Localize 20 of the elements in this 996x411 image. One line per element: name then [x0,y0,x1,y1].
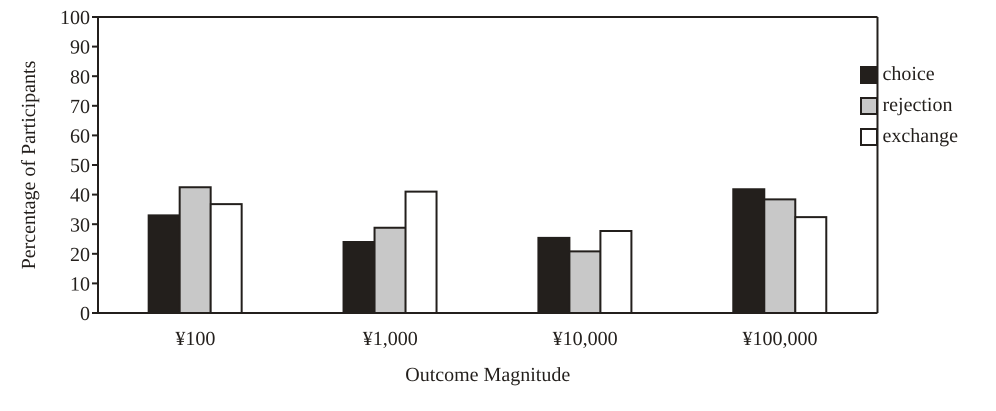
y-tick-label: 10 [70,274,90,296]
x-tick-label: ¥10,000 [552,328,618,350]
x-tick-label: ¥1,000 [362,328,418,350]
x-tick-label: ¥100 [175,328,216,350]
x-tick-label: ¥100,000 [742,328,818,350]
legend-label: rejection [882,94,952,117]
y-tick-label: 90 [70,36,90,59]
y-tick-label: 80 [70,66,90,88]
y-tick-label: 60 [70,126,90,148]
y-axis-title: Percentage of Participants [18,60,40,270]
legend-label: choice [882,63,935,86]
y-tick-label: 0 [80,303,90,326]
legend-label: exchange [882,125,958,148]
y-tick-label: 20 [70,244,90,266]
y-tick-label: 70 [70,96,90,118]
x-axis-title: Outcome Magnitude [405,364,570,386]
y-tick-label: 40 [70,184,90,207]
y-tick-label: 100 [60,7,90,30]
y-tick-label: 50 [70,155,90,178]
y-tick-label: 30 [70,214,90,236]
